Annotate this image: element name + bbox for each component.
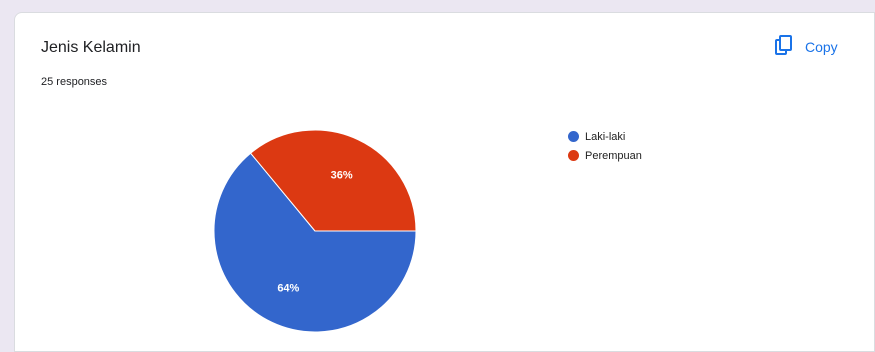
legend-label: Laki-laki [585,130,626,143]
copy-icon [775,34,793,60]
legend-swatch [568,150,579,161]
response-count: 25 responses [41,76,108,88]
legend-item[interactable]: Perempuan [568,146,642,165]
copy-button[interactable]: Copy [775,34,838,60]
legend-label: Perempuan [585,149,642,162]
pie-data-label: 64% [277,283,299,295]
chart-card: Jenis Kelamin 25 responses Copy 64% 36% L… [14,12,875,352]
legend-swatch [568,131,579,142]
pie-slice-perempuan[interactable] [249,129,417,232]
chart-legend: Laki-laki Perempuan [568,127,642,165]
chart-title: Jenis Kelamin [41,39,141,56]
copy-label: Copy [805,39,838,55]
legend-item[interactable]: Laki-laki [568,127,642,146]
pie-data-label: 36% [331,169,353,181]
pie-chart: 64% 36% [213,129,417,333]
pie-slice-laki-laki[interactable] [213,152,417,333]
